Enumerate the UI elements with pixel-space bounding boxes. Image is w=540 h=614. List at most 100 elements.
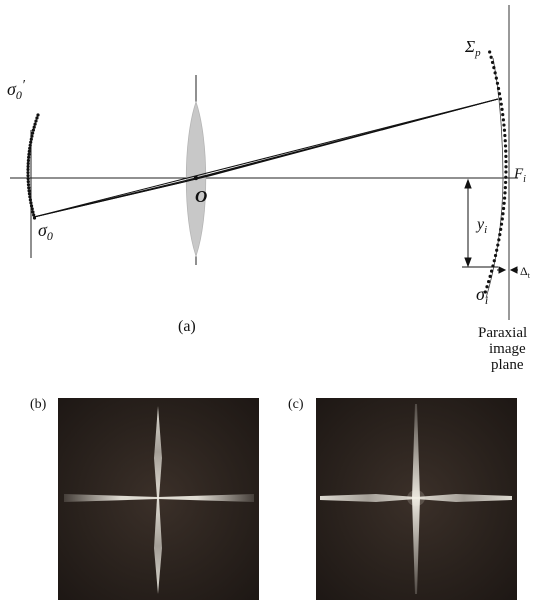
surface-dot [493,253,498,258]
surface-dot [483,290,487,294]
label-panel-b: (b) [30,397,47,412]
surface-dot [489,55,493,59]
surface-dot [492,66,496,70]
surface-dot [499,222,504,226]
surface-dot [34,119,38,123]
surface-dot [501,118,505,122]
surface-dot [28,146,32,150]
label-sigma-p: Σp [464,37,481,59]
surface-dot [492,259,496,263]
surface-dot [503,186,507,190]
surface-dot [26,183,31,187]
astigmatism-pattern-b [64,406,254,594]
horizontal-streak-right [416,494,512,502]
surface-dot [494,76,498,80]
surface-dot [503,191,507,195]
surface-dot [27,189,31,193]
surface-dot [30,134,34,138]
surface-dot [33,122,37,126]
surface-dot [501,113,505,117]
surface-dot [504,180,508,185]
lens-center-dot [193,175,199,181]
surface-dot [27,155,31,160]
surface-dot [29,201,33,205]
surface-dot [500,107,504,111]
surface-dot [499,227,503,231]
surface-dot [490,60,495,65]
center-blur [407,490,425,506]
surface-dot [503,139,507,143]
surface-dot [26,173,30,178]
surface-dot [29,204,34,208]
surface-dot [504,159,508,164]
label-focal-Fi: Fi [513,166,526,185]
surface-dot [500,217,504,221]
surface-dot [498,97,503,101]
surface-dot [36,113,40,117]
object-surface-dots [26,113,40,220]
surface-dot [26,180,30,184]
surface-dot [29,137,33,141]
surface-dot [31,128,35,132]
label-panel-a: (a) [178,318,196,335]
label-paraxial-line1: Paraxial [478,325,527,341]
photo-panel-c [316,398,517,600]
surface-dot [502,196,507,200]
surface-dot [497,238,501,242]
surface-dot [498,233,502,237]
surface-dot [27,149,31,153]
astigmatism-pattern-c [320,404,512,594]
surface-dot [28,143,32,147]
surface-dot [499,102,503,106]
surface-dot [493,71,497,75]
surface-dot [496,86,501,91]
surface-dot [28,195,32,199]
surface-dot [488,50,492,54]
vertical-streak-bottom [154,498,162,594]
surface-dot [496,243,500,247]
surface-dot [485,285,489,289]
surface-dot [502,123,506,127]
surface-dot [31,131,35,135]
label-sigma-i: σi [476,284,488,307]
surface-dot [504,175,508,179]
label-height-yi: yi [475,216,487,236]
vertical-streak-top [154,406,162,498]
label-center-O: O [195,187,207,206]
surface-dot [488,274,492,278]
photo-panel-b [58,398,259,600]
surface-dot [26,170,30,175]
surface-dot [32,125,36,129]
height-dimension [462,178,498,268]
surface-dot [29,140,33,144]
surface-dot [27,192,32,196]
label-paraxial-line3: plane [491,357,524,373]
surface-dot [27,152,31,156]
surface-dot [501,212,505,216]
surface-dot [487,279,491,284]
surface-dot [504,149,508,153]
label-delta-t: Δt [520,264,531,280]
label-paraxial-line2: image [489,341,526,357]
surface-dot [489,269,494,273]
surface-dot [504,154,508,158]
surface-dot [495,81,500,85]
surface-dot [502,201,506,205]
surface-dot [32,213,36,217]
surface-dot [503,144,508,148]
surface-dot [31,210,35,214]
image-surface-dots [483,50,508,294]
surface-dot [27,186,31,190]
horizontal-streak [64,494,254,502]
surface-dot [30,207,34,211]
ray-bundle [33,98,499,218]
surface-dot [501,206,506,211]
surface-dot [26,164,30,169]
surface-dot [503,133,507,138]
label-panel-c: (c) [288,397,304,412]
label-sigma0: σ0 [38,220,53,243]
surface-dot [495,248,499,252]
surface-dot [504,170,508,174]
horizontal-streak-left [320,494,416,502]
